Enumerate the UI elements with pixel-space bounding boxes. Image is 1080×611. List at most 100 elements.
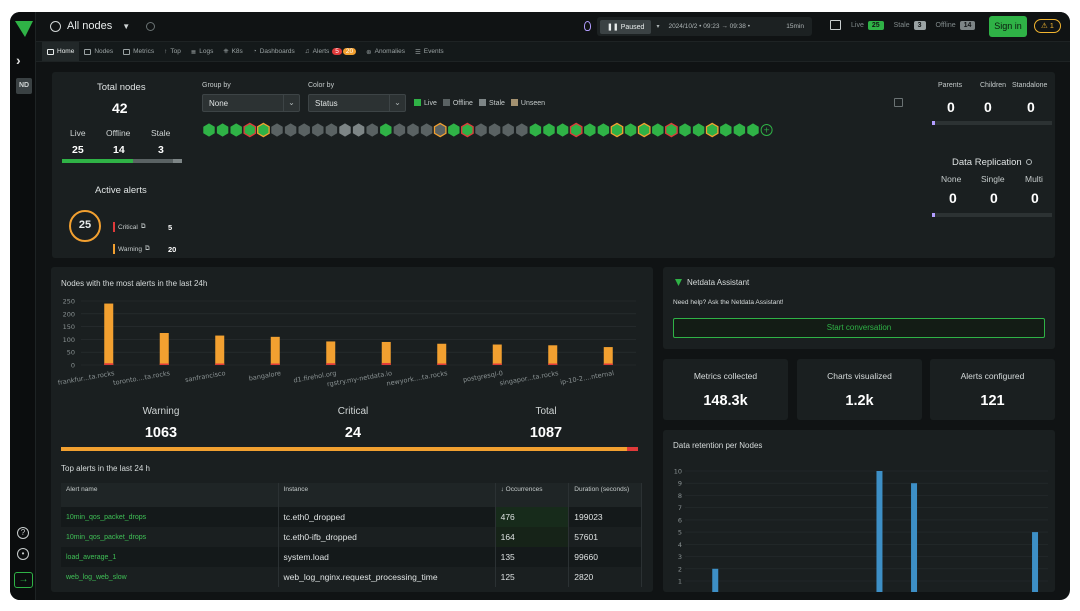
node-hex[interactable] xyxy=(584,123,596,137)
legend-unseen[interactable]: Unseen xyxy=(510,99,545,107)
tab-nodes[interactable]: Nodes xyxy=(79,42,118,61)
node-hex[interactable] xyxy=(610,122,624,138)
node-hex[interactable] xyxy=(461,122,474,138)
bar-warning[interactable] xyxy=(381,341,391,365)
table-row[interactable]: 10min_qos_packet_drops tc.eth0_dropped 4… xyxy=(61,507,642,527)
chevron-down-icon[interactable]: ▼ xyxy=(122,21,131,31)
bar-critical[interactable] xyxy=(215,363,225,365)
col-occurrences[interactable]: ↓ Occurrences xyxy=(495,483,570,507)
legend-stale[interactable]: Stale xyxy=(478,99,505,107)
node-hex[interactable] xyxy=(271,123,283,137)
lightbulb-icon[interactable] xyxy=(584,21,591,31)
bar-warning[interactable] xyxy=(270,336,280,365)
bar-warning[interactable] xyxy=(104,303,114,365)
expand-sidebar-icon[interactable]: › xyxy=(16,52,21,68)
table-row[interactable]: load_average_1 system.load 135 99660 xyxy=(61,547,642,567)
col-instance[interactable]: Instance xyxy=(278,483,496,507)
node-hex[interactable] xyxy=(339,123,351,137)
node-hex[interactable] xyxy=(420,123,433,137)
node-hex[interactable] xyxy=(433,122,447,138)
bar-warning[interactable] xyxy=(492,344,502,365)
alert-name[interactable]: 10min_qos_packet_drops xyxy=(61,507,279,527)
tab-anomalies[interactable]: ⊛ Anomalies xyxy=(361,42,410,61)
node-hex[interactable] xyxy=(502,123,514,137)
node-hex[interactable] xyxy=(652,123,664,137)
node-hex[interactable] xyxy=(692,123,705,137)
bar-critical[interactable] xyxy=(492,363,502,365)
room-selector[interactable]: All nodes ▼ xyxy=(50,20,156,32)
node-hex[interactable] xyxy=(448,123,460,137)
node-hex[interactable] xyxy=(230,123,242,137)
node-hex[interactable] xyxy=(516,123,528,137)
node-hex[interactable] xyxy=(298,123,310,137)
col-duration[interactable]: Duration (seconds) xyxy=(568,483,642,507)
node-hex[interactable] xyxy=(488,123,501,137)
node-hex[interactable] xyxy=(720,123,732,137)
chevron-down-icon[interactable]: ▾ xyxy=(656,24,660,30)
node-hex[interactable] xyxy=(529,123,542,137)
node-hex[interactable] xyxy=(733,123,746,137)
retention-bar[interactable] xyxy=(876,471,883,592)
node-hex[interactable] xyxy=(393,123,406,137)
chevron-down-icon[interactable]: ⌄ xyxy=(283,95,299,111)
info-icon[interactable] xyxy=(1025,159,1032,165)
node-hex[interactable] xyxy=(475,123,487,137)
node-hex[interactable] xyxy=(747,123,759,137)
node-hex[interactable] xyxy=(679,123,691,137)
sign-in-button[interactable]: Sign in xyxy=(989,16,1027,37)
node-hex[interactable] xyxy=(366,123,378,137)
alert-name[interactable]: web_log_web_slow xyxy=(61,567,279,587)
legend-live[interactable]: Live xyxy=(414,99,437,107)
sign-in-icon[interactable]: → xyxy=(14,572,33,588)
space-avatar[interactable]: ND xyxy=(16,78,32,94)
add-node-icon[interactable] xyxy=(760,124,773,136)
bar-critical[interactable] xyxy=(381,362,391,365)
filter-icon[interactable] xyxy=(894,98,903,107)
bar-warning[interactable] xyxy=(548,345,558,365)
node-hex[interactable] xyxy=(637,122,651,138)
node-hex[interactable] xyxy=(257,122,270,138)
node-hex[interactable] xyxy=(407,123,419,137)
bar-critical[interactable] xyxy=(270,363,280,365)
col-alert-name[interactable]: Alert name xyxy=(61,483,279,507)
bar-critical[interactable] xyxy=(603,363,613,365)
legend-offline[interactable]: Offline xyxy=(442,99,473,107)
tab-alerts[interactable]: ♫ Alerts 5 20 xyxy=(300,42,361,61)
start-conversation-button[interactable]: Start conversation xyxy=(673,318,1045,338)
external-link-icon[interactable]: ⧉ xyxy=(144,245,150,252)
node-hex[interactable] xyxy=(243,122,257,138)
node-hex[interactable] xyxy=(352,123,365,137)
warning-alerts-row[interactable]: Warning ⧉ 20 xyxy=(113,244,176,254)
help-icon[interactable]: ? xyxy=(17,527,29,539)
settings-icon[interactable]: • xyxy=(17,548,29,560)
node-hex[interactable] xyxy=(284,123,297,137)
tab-dashboards[interactable]: ◔ Dashboards xyxy=(248,42,300,61)
bar-warning[interactable] xyxy=(215,335,225,365)
retention-bar[interactable] xyxy=(712,568,719,592)
bar-warning[interactable] xyxy=(326,341,336,365)
node-hex[interactable] xyxy=(705,122,719,138)
table-row[interactable]: 10min_qos_packet_drops tc.eth0-ifb_dropp… xyxy=(61,527,642,547)
node-hex[interactable] xyxy=(556,123,569,137)
gear-icon[interactable] xyxy=(146,21,156,31)
alert-name[interactable]: 10min_qos_packet_drops xyxy=(61,527,279,547)
group-by-select[interactable]: None ⌄ xyxy=(202,94,300,112)
node-status-summary[interactable]: Live 25 Stale 3 Offline 14 xyxy=(830,20,981,30)
node-hex[interactable] xyxy=(216,123,229,137)
alerts-pill[interactable]: ⚠ 1 xyxy=(1034,19,1061,33)
external-link-icon[interactable]: ⧉ xyxy=(140,223,146,230)
node-hex[interactable] xyxy=(597,123,610,137)
bar-warning[interactable] xyxy=(437,343,447,365)
node-hex[interactable] xyxy=(543,123,555,137)
bar-critical[interactable] xyxy=(326,363,336,365)
tab-top[interactable]: ↑ Top xyxy=(159,42,186,61)
tab-k8s[interactable]: ⎈ K8s xyxy=(218,42,247,61)
chevron-down-icon[interactable]: ⌄ xyxy=(389,95,405,111)
color-by-select[interactable]: Status ⌄ xyxy=(308,94,406,112)
bar-warning[interactable] xyxy=(603,347,613,365)
tab-metrics[interactable]: Metrics xyxy=(118,42,159,61)
tab-logs[interactable]: ≣ Logs xyxy=(186,42,219,61)
node-hex[interactable] xyxy=(624,123,637,137)
node-hex[interactable] xyxy=(569,122,583,138)
bar-critical[interactable] xyxy=(104,363,114,365)
